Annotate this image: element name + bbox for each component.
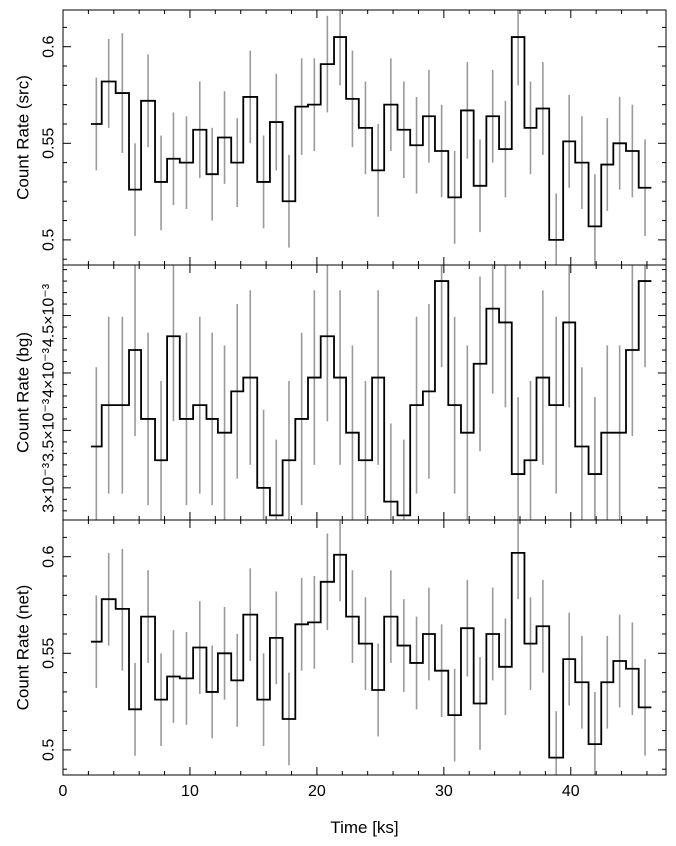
panel-frame-net	[62, 519, 667, 776]
step-line-bg	[90, 280, 652, 517]
x-tick-label: 30	[435, 783, 453, 800]
y-tick-label-src: 0.5	[41, 229, 58, 251]
y-tick-label-src: 0.6	[41, 35, 58, 57]
panel-bg-plot-area	[90, 265, 652, 520]
y-tick-label-net: 0.55	[41, 638, 58, 669]
step-line-net	[90, 551, 652, 759]
y-tick-label-bg: 3.5×10⁻³	[41, 398, 58, 462]
step-line-src	[90, 36, 652, 241]
x-tick-label: 10	[181, 783, 199, 800]
y-tick-label-bg: 4.5×10⁻³	[41, 283, 58, 347]
panel-frame-src	[62, 9, 667, 266]
y-tick-label-net: 0.6	[41, 545, 58, 567]
panel-net-plot-area	[90, 520, 652, 775]
panel-net: 0.5 0.55 0.6 Count Rate (net)	[14, 519, 667, 776]
panel-src: 0.5 0.55 0.6 Count Rate (src)	[14, 9, 667, 266]
y-tick-label-src: 0.55	[41, 128, 58, 159]
y-axis-title-src: Count Rate (src)	[14, 75, 33, 200]
x-axis-title: Time [ks]	[330, 818, 398, 837]
y-tick-label-bg: 4×10⁻³	[41, 347, 58, 397]
x-tick-label: 40	[562, 783, 580, 800]
y-tick-label-bg: 3×10⁻³	[41, 462, 58, 512]
x-tick-label: 20	[308, 783, 326, 800]
y-axis-title-net: Count Rate (net)	[14, 585, 33, 711]
y-tick-label-net: 0.5	[41, 739, 58, 761]
y-axis-title-bg: Count Rate (bg)	[14, 332, 33, 453]
panel-src-plot-area	[90, 10, 652, 265]
x-tick-label: 0	[59, 783, 68, 800]
panel-bg: 3×10⁻³3.5×10⁻³4×10⁻³4.5×10⁻³ Count Rate (…	[14, 264, 667, 521]
